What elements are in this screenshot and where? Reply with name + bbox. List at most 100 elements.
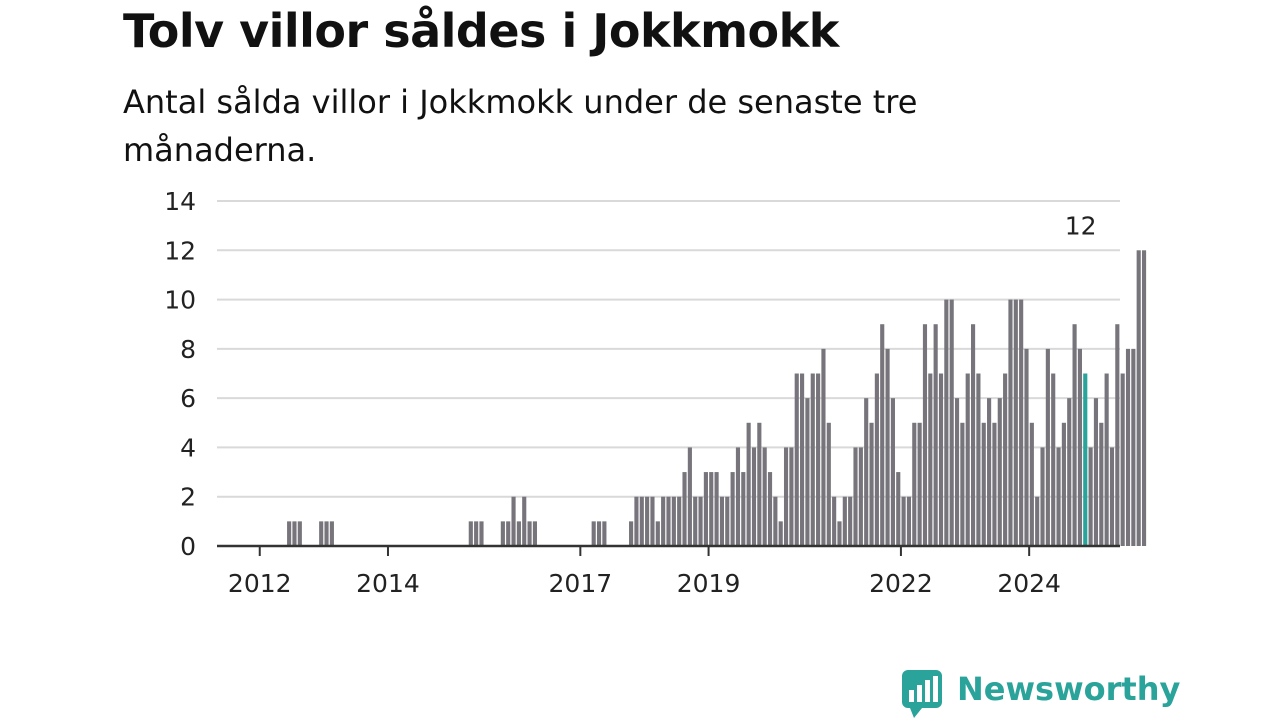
bar: [949, 299, 954, 546]
bar: [1029, 422, 1034, 546]
x-tick-label: 2019: [677, 569, 741, 598]
brand-name: Newsworthy: [957, 670, 1181, 708]
bar: [468, 521, 473, 546]
bar: [474, 521, 479, 546]
bar: [698, 496, 703, 546]
bar: [762, 447, 767, 546]
bar: [671, 496, 676, 546]
x-tick-label: 2014: [356, 569, 420, 598]
bar: [650, 496, 655, 546]
bar: [960, 422, 965, 546]
bar: [1125, 348, 1131, 546]
bar: [735, 447, 741, 546]
bar: [1056, 447, 1061, 546]
bar: [1067, 398, 1072, 546]
bar: [1003, 373, 1008, 546]
bar: [532, 521, 537, 546]
bar: [853, 447, 858, 546]
bar: [1072, 324, 1077, 546]
y-tick-label: 8: [180, 335, 196, 364]
bar: [826, 422, 831, 546]
bar: [511, 496, 516, 546]
bar: [1051, 373, 1056, 546]
bar: [821, 348, 826, 546]
chart-subtitle: Antal sålda villor i Jokkmokk under de s…: [123, 83, 918, 169]
bar: [1093, 398, 1099, 546]
x-tick-label: 2024: [997, 569, 1061, 598]
y-tick-label: 10: [164, 286, 196, 315]
bar: [1040, 447, 1045, 546]
bar: [864, 398, 869, 546]
bar: [596, 521, 602, 546]
bar: [912, 422, 917, 546]
bar: [1141, 250, 1147, 547]
bar: [324, 521, 329, 546]
bar: [1019, 299, 1024, 546]
bar: [858, 447, 863, 546]
bar: [319, 521, 324, 546]
bar: [645, 496, 650, 546]
bar: [767, 472, 773, 546]
bar: [992, 422, 997, 546]
bar: [987, 398, 992, 546]
bar: [746, 422, 751, 546]
bar: [928, 373, 933, 546]
bar: [832, 496, 837, 546]
bar: [805, 398, 810, 546]
bar: [917, 422, 922, 546]
y-tick-label: 0: [180, 532, 196, 561]
bar: [751, 447, 757, 546]
axes: [217, 544, 1120, 556]
bar: [1013, 299, 1018, 546]
x-tick-label: 2017: [549, 569, 613, 598]
bar: [1104, 373, 1109, 546]
bar: [810, 373, 815, 546]
bar: [634, 496, 639, 546]
bar: [938, 373, 944, 546]
tick-labels: 0 2 4 6 8 10 12 14 12 2012 2014 2017 2019 2022 2024: [164, 187, 1096, 598]
bar: [842, 496, 847, 546]
bar: [773, 496, 778, 546]
bar: [800, 373, 805, 546]
bar: [1136, 250, 1141, 547]
bar: [954, 398, 960, 546]
y-tick-label: 2: [180, 483, 196, 512]
bar: [816, 373, 821, 546]
bar: [741, 472, 746, 546]
bar: [896, 472, 901, 546]
y-tick-label: 4: [180, 433, 196, 462]
bar: [693, 496, 698, 546]
y-tick-label: 14: [164, 187, 196, 216]
bar: [329, 521, 334, 546]
bar: [1088, 447, 1093, 546]
bar: [682, 472, 687, 546]
bar: [981, 422, 986, 546]
bar: [848, 496, 853, 546]
x-tick-label: 2022: [869, 569, 933, 598]
bar: [655, 521, 660, 546]
bar: [794, 373, 799, 546]
bar: [661, 496, 666, 546]
bar: [1077, 348, 1082, 546]
newsworthy-logo: Newsworthy: [900, 668, 1180, 718]
bar: [885, 348, 890, 546]
bar: [725, 496, 730, 546]
bar: [1024, 348, 1029, 546]
bar: [922, 324, 928, 546]
bar: [976, 373, 981, 546]
bar: [778, 521, 783, 546]
bar: [591, 521, 596, 546]
x-tick-label: 2012: [228, 569, 292, 598]
data-label: 12: [1065, 211, 1097, 240]
bar: [730, 472, 735, 546]
bar: [1008, 299, 1013, 546]
chart-title: Tolv villor såldes i Jokkmokk: [123, 4, 839, 58]
bar: [757, 422, 762, 546]
bar: [944, 299, 949, 546]
bar: [639, 496, 644, 546]
y-tick-label: 12: [164, 236, 196, 265]
bar: [719, 496, 725, 546]
bar: [703, 472, 708, 546]
bar: [1083, 373, 1088, 546]
